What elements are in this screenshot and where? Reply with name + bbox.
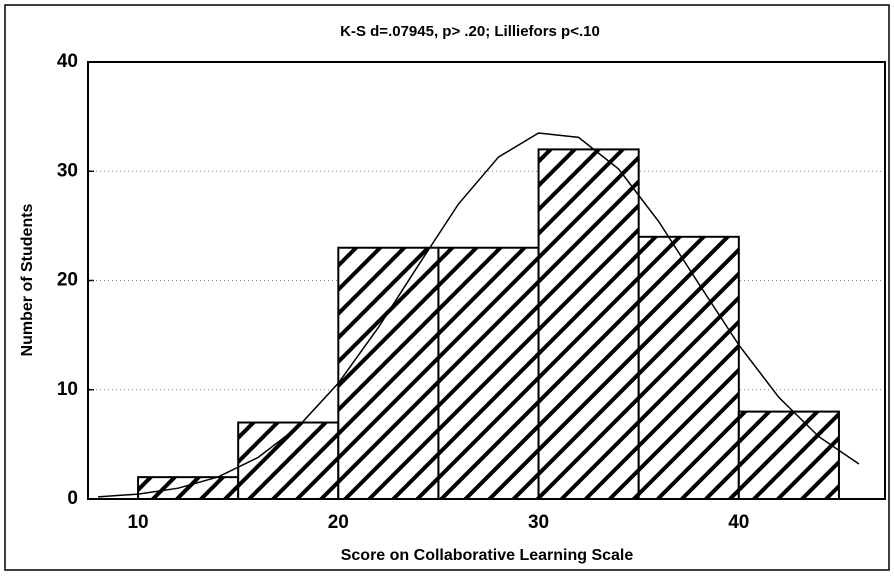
x-axis-label: Score on Collaborative Learning Scale [341,547,634,564]
x-tick-label: 10 [127,512,148,533]
plot-area: 0 10 20 30 40 10 20 30 40 [57,51,886,533]
y-tick-label: 20 [57,270,78,291]
histogram-bar [637,235,740,501]
y-axis-label: Number of Students [19,203,36,356]
histogram-bar [137,476,240,500]
histogram-bar [437,246,540,500]
x-tick-label: 30 [528,512,549,533]
x-tick-label: 20 [328,512,349,533]
normal-curve [97,132,860,498]
frame [4,4,890,571]
histogram-bar [537,148,640,500]
histogram-bar [737,410,840,501]
chart-title: K-S d=.07945, p> .20; Lilliefors p<.10 [340,23,600,40]
histogram-bar [337,246,440,500]
y-tick-label: 40 [57,51,78,72]
x-tick-label: 40 [728,512,749,533]
y-tick-label: 0 [67,488,78,509]
y-tick-label: 10 [57,379,78,400]
plot-border [87,61,886,500]
y-tick-label: 30 [57,160,78,181]
